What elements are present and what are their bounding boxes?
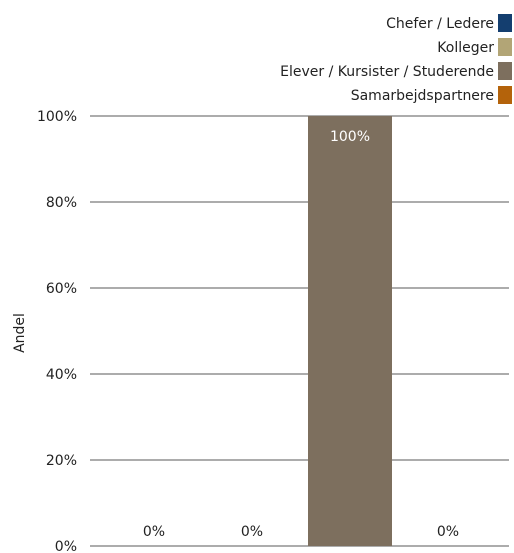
data-label: 0%: [143, 524, 165, 540]
data-label: 0%: [241, 524, 263, 540]
legend-swatch: [498, 86, 512, 104]
y-tick-label: 0%: [55, 539, 77, 553]
legend-swatch: [498, 38, 512, 56]
gridlines: [90, 115, 509, 547]
y-tick-label: 60%: [46, 281, 77, 297]
data-labels: 0% 0% 100% 0%: [143, 129, 459, 540]
bar: [308, 116, 392, 546]
legend-swatch: [498, 62, 512, 80]
bars: [308, 116, 392, 546]
legend: Chefer / Ledere Kolleger Elever / Kursiste…: [280, 14, 512, 104]
y-tick-label: 80%: [46, 195, 77, 211]
y-axis-ticks: 0% 20% 40% 60% 80% 100%: [37, 109, 77, 553]
y-tick-label: 40%: [46, 367, 77, 383]
legend-label: Elever / Kursister / Studerende: [280, 64, 494, 80]
y-axis-title: Andel: [12, 313, 28, 353]
data-label: 100%: [330, 129, 370, 145]
y-tick-label: 100%: [37, 109, 77, 125]
legend-label: Chefer / Ledere: [386, 16, 494, 32]
legend-label: Kolleger: [437, 40, 494, 56]
y-tick-label: 20%: [46, 453, 77, 469]
legend-label: Samarbejdspartnere: [351, 88, 494, 104]
data-label: 0%: [437, 524, 459, 540]
legend-swatch: [498, 14, 512, 32]
